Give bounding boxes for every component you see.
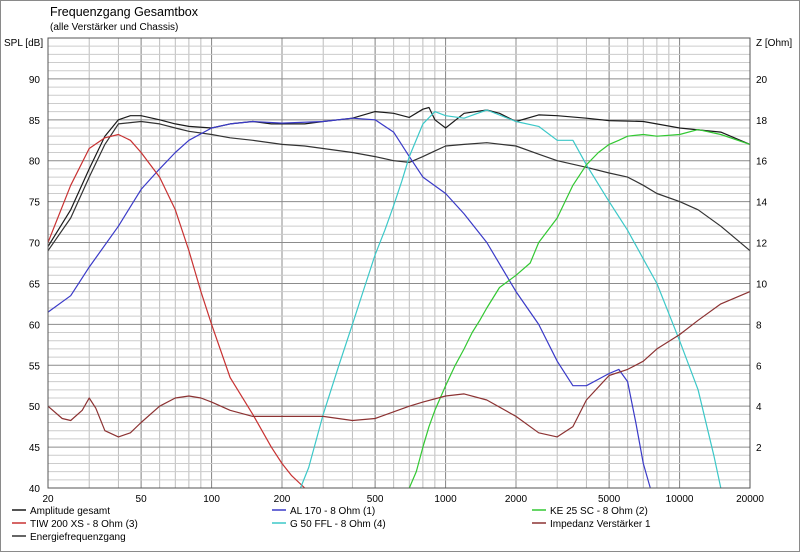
y-tick-label: 80 [29,157,41,168]
y-tick-label: 75 [29,198,41,209]
y2-tick-label: 10 [756,279,768,290]
legend-label: G 50 FFL - 8 Ohm (4) [290,519,386,530]
chart-subtitle: (alle Verstärker und Chassis) [50,22,179,33]
legend-label: TIW 200 XS - 8 Ohm (3) [30,519,138,530]
x-tick-label: 200 [274,494,291,505]
legend-item: KE 25 SC - 8 Ohm (2) [532,506,648,517]
legend-item: G 50 FFL - 8 Ohm (4) [272,519,386,530]
legend-label: Impedanz Verstärker 1 [550,519,651,530]
legend: Amplitude gesamt TIW 200 XS - 8 Ohm (3) En… [12,506,651,543]
legend-label: AL 170 - 8 Ohm (1) [290,506,375,517]
legend-item: Impedanz Verstärker 1 [532,519,651,530]
y-tick-label: 85 [29,116,41,127]
y-tick-label: 70 [29,239,41,250]
grid [47,37,751,489]
x-tick-label: 2000 [505,494,528,505]
y2-tick-label: 2 [756,443,762,454]
y-tick-label: 40 [29,484,41,495]
y2-tick-label: 8 [756,320,762,331]
x-tick-label: 20 [42,494,54,505]
y-tick-label: 60 [29,320,41,331]
y2-tick-label: 14 [756,198,768,209]
plot-border [47,37,751,489]
y2-tick-label: 18 [756,116,768,127]
x-tick-label: 100 [203,494,220,505]
series-line-tiw-200-xs-8-ohm-3 [47,133,306,489]
plot-background [48,38,750,488]
x-tick-label: 1000 [434,494,457,505]
y-tick-label: 90 [29,75,41,86]
legend-item: AL 170 - 8 Ohm (1) [272,506,375,517]
legend-label: KE 25 SC - 8 Ohm (2) [550,506,648,517]
legend-label: Amplitude gesamt [30,506,110,517]
series-line-energiefrequenzgang [47,120,751,252]
legend-item: Amplitude gesamt [12,506,110,517]
y2-tick-label: 20 [756,75,768,86]
x-tick-label: 20000 [736,494,764,505]
series-line-amplitude-gesamt [47,106,751,247]
y-tick-label: 55 [29,361,41,372]
legend-label: Energiefrequenzgang [30,532,126,543]
y2-tick-label: 12 [756,239,768,250]
y2-tick-label: 6 [756,361,762,372]
y-tick-label: 50 [29,402,41,413]
y2-tick-label: 16 [756,157,768,168]
y2-tick-label: 4 [756,402,762,413]
legend-item: Energiefrequenzgang [12,532,126,543]
series-line-impedanz-verst-rker-1 [47,291,751,438]
x-tick-label: 500 [367,494,384,505]
series-line-al-170-8-ohm-1 [47,117,651,489]
chart-title: Frequenzgang Gesamtbox [50,5,199,19]
y-tick-label: 65 [29,279,41,290]
series-line-g-50-ffl-8-ohm-4 [299,109,722,489]
series-layer [47,106,751,489]
legend-item: TIW 200 XS - 8 Ohm (3) [12,519,138,530]
x-tick-label: 50 [136,494,148,505]
tick-labels: 20 50 100 200 500 1000 2000 5000 10000 2000040455… [29,75,768,505]
y-tick-label: 45 [29,443,41,454]
x-tick-label: 10000 [666,494,694,505]
y-axis-label-right: Z [Ohm] [756,38,793,49]
x-tick-label: 5000 [598,494,621,505]
y-axis-label-left: SPL [dB] [4,38,44,49]
